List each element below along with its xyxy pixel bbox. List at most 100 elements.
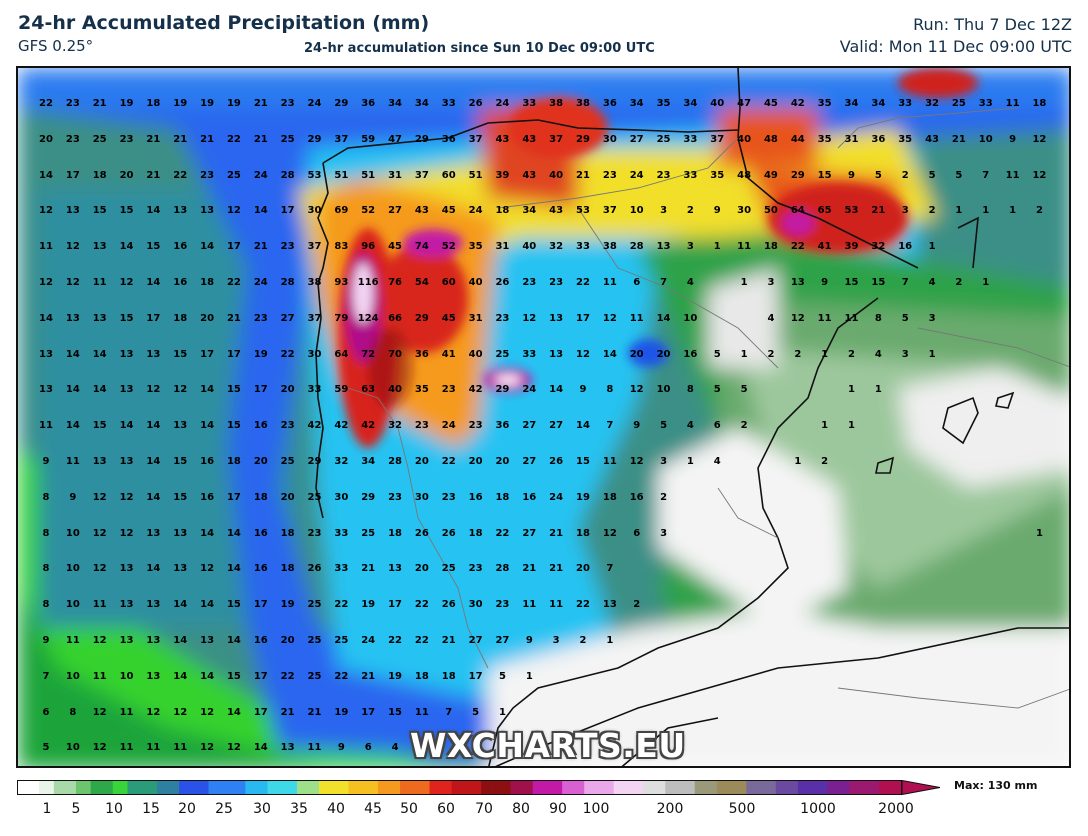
country-borders bbox=[347, 107, 1069, 709]
grid-value: 26 bbox=[441, 599, 456, 611]
grid-value: 21 bbox=[307, 706, 322, 718]
grid-value: 25 bbox=[656, 133, 671, 145]
grid-value: 72 bbox=[361, 348, 376, 360]
grid-value: 14 bbox=[226, 706, 241, 718]
grid-value: 33 bbox=[683, 133, 698, 145]
grid-value: 33 bbox=[576, 241, 590, 253]
grid-value: 20 bbox=[656, 348, 671, 360]
grid-value: 60 bbox=[441, 277, 456, 288]
grid-value: 11 bbox=[522, 599, 537, 611]
colorbar-cell bbox=[864, 780, 873, 795]
grid-value: 21 bbox=[522, 563, 537, 575]
grid-value: 13 bbox=[39, 384, 53, 396]
grid-value: 18 bbox=[441, 670, 456, 682]
grid-value: 29 bbox=[790, 169, 805, 181]
grid-value: 53 bbox=[307, 169, 322, 181]
grid-value: 23 bbox=[441, 384, 456, 396]
grid-value: 17 bbox=[146, 312, 161, 324]
grid-value: 2 bbox=[955, 277, 963, 288]
colorbar-cell bbox=[134, 780, 143, 795]
grid-value: 14 bbox=[65, 384, 80, 396]
grid-value: 27 bbox=[468, 635, 483, 646]
grid-value: 14 bbox=[173, 635, 188, 646]
grid-value: 22 bbox=[334, 670, 349, 682]
grid-value: 40 bbox=[388, 384, 403, 396]
grid-value: 13 bbox=[200, 635, 215, 646]
grid-value: 13 bbox=[602, 599, 617, 611]
colorbar-cell bbox=[215, 780, 224, 795]
grid-value: 5 bbox=[874, 169, 882, 181]
colorbar-tick-label: 40 bbox=[327, 801, 345, 817]
grid-value: 17 bbox=[361, 706, 376, 718]
grid-value: 36 bbox=[602, 98, 617, 109]
grid-value: 18 bbox=[280, 563, 295, 575]
grid-value: 12 bbox=[39, 205, 53, 217]
grid-value: 12 bbox=[226, 742, 241, 754]
grid-value: 2 bbox=[767, 348, 775, 360]
grid-value: 15 bbox=[92, 420, 107, 432]
grid-value: 2 bbox=[1035, 205, 1043, 217]
grid-value: 11 bbox=[414, 706, 429, 718]
grid-value: 11 bbox=[629, 312, 644, 324]
grid-value: 9 bbox=[42, 635, 50, 646]
grid-value: 22 bbox=[280, 670, 295, 682]
grid-value: 10 bbox=[65, 670, 80, 682]
grid-value: 34 bbox=[388, 98, 403, 109]
grid-value: 24 bbox=[307, 98, 322, 109]
grid-value: 25 bbox=[361, 527, 376, 539]
colorbar-cell bbox=[46, 780, 55, 795]
colorbar-tick-label: 5 bbox=[71, 801, 81, 817]
colorbar-cell bbox=[650, 780, 659, 795]
grid-value: 22 bbox=[414, 599, 429, 611]
grid-value: 1 bbox=[686, 456, 694, 467]
grid-value: 51 bbox=[361, 169, 376, 181]
colorbar-cell bbox=[282, 780, 291, 795]
grid-value: 2 bbox=[633, 599, 641, 611]
colorbar-cell bbox=[797, 780, 806, 795]
grid-value: 12 bbox=[629, 456, 644, 467]
grid-value: 14 bbox=[200, 384, 215, 396]
grid-value: 47 bbox=[737, 98, 752, 109]
wxcharts-watermark: WXCHARTS.EU bbox=[410, 726, 686, 765]
grid-value: 13 bbox=[119, 384, 134, 396]
run-time-label: Run: Thu 7 Dec 12Z bbox=[913, 15, 1072, 34]
grid-value: 2 bbox=[901, 169, 909, 181]
grid-value: 11 bbox=[119, 706, 134, 718]
grid-value: 25 bbox=[307, 599, 322, 611]
grid-value: 17 bbox=[253, 706, 268, 718]
grid-value: 20 bbox=[253, 456, 268, 467]
grid-value: 43 bbox=[522, 133, 537, 145]
grid-value: 22 bbox=[576, 599, 590, 611]
map-canvas bbox=[18, 68, 1069, 766]
grid-value: 6 bbox=[713, 420, 721, 432]
grid-value: 19 bbox=[334, 706, 349, 718]
grid-value: 21 bbox=[92, 98, 107, 109]
grid-value: 21 bbox=[173, 133, 188, 145]
colorbar-cell bbox=[142, 780, 151, 795]
grid-value: 17 bbox=[226, 491, 241, 503]
grid-value: 9 bbox=[69, 491, 77, 503]
grid-value: 23 bbox=[468, 420, 483, 432]
colorbar-cell bbox=[576, 780, 585, 795]
colorbar-cell bbox=[61, 780, 70, 795]
grid-value: 28 bbox=[280, 277, 295, 288]
grid-value: 13 bbox=[119, 635, 134, 646]
grid-value: 24 bbox=[629, 169, 644, 181]
grid-value: 53 bbox=[844, 205, 859, 217]
max-value-label: Max: 130 mm bbox=[954, 779, 1038, 792]
colorbar-cell bbox=[252, 780, 261, 795]
colorbar-cell bbox=[584, 780, 593, 795]
grid-value: 13 bbox=[92, 312, 107, 324]
grid-value: 19 bbox=[253, 348, 268, 360]
grid-value: 29 bbox=[307, 133, 322, 145]
grid-value: 21 bbox=[549, 563, 564, 575]
grid-value: 25 bbox=[307, 635, 322, 646]
grid-value: 7 bbox=[606, 563, 614, 575]
grid-value: 35 bbox=[656, 98, 671, 109]
grid-value: 54 bbox=[414, 277, 429, 288]
grid-value: 25 bbox=[441, 563, 456, 575]
grid-value: 96 bbox=[361, 241, 376, 253]
grid-value: 14 bbox=[39, 312, 53, 324]
grid-value: 43 bbox=[495, 133, 510, 145]
colorbar-cell bbox=[680, 780, 688, 795]
